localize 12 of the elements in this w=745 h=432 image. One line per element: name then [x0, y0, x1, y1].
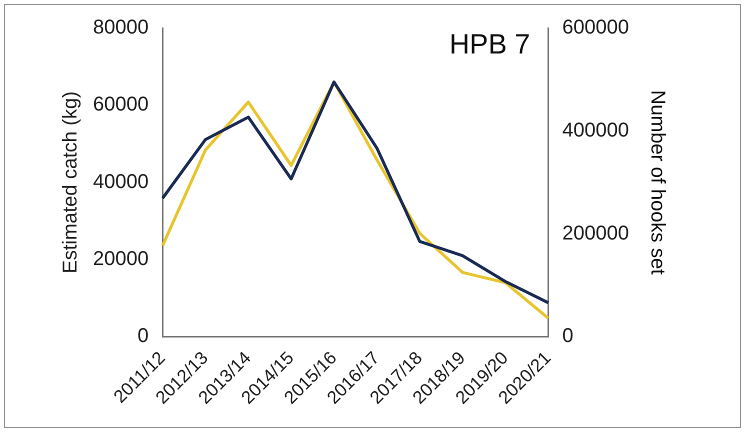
- chart-title: HPB 7: [449, 28, 530, 60]
- y2-tick-label: 400000: [562, 119, 630, 142]
- y-tick-label: 0: [137, 325, 149, 348]
- y-tick-label: 20000: [92, 248, 149, 270]
- y-tick-label: 40000: [92, 170, 149, 193]
- y-axis-title: Estimated catch (kg): [60, 91, 82, 274]
- y2-tick-label: 600000: [562, 16, 630, 39]
- y-tick-label: 60000: [92, 94, 149, 116]
- y2-tick-label: 0: [562, 325, 574, 348]
- y-tick-label: 80000: [92, 16, 149, 39]
- y2-tick-label: 200000: [562, 222, 630, 244]
- y2-axis-title: Number of hooks set: [646, 90, 668, 276]
